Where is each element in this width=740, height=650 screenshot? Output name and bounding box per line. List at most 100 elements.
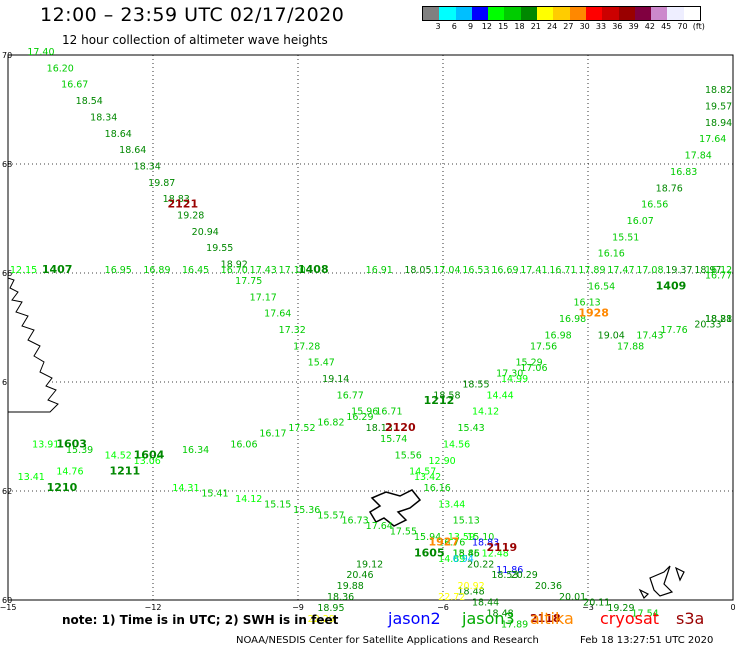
wave-height-value: 14.12: [472, 407, 499, 418]
wave-height-value: 17.55: [390, 527, 417, 538]
wave-height-value: 22.72: [438, 592, 465, 603]
wave-height-value: 17.43: [636, 330, 663, 341]
wave-height-value: 17.32: [279, 325, 306, 336]
wave-height-value: 16.69: [491, 265, 518, 276]
y-tick-label: 68: [2, 160, 12, 169]
wave-height-value: 15.43: [458, 423, 485, 434]
legend-label: 15: [498, 22, 509, 31]
x-tick-label: −15: [0, 603, 16, 612]
wave-height-value: 17.76: [661, 325, 688, 336]
wave-height-value: 13.44: [438, 499, 465, 510]
wave-height-value: 16.34: [182, 445, 209, 456]
wave-height-value: 16.83: [670, 167, 697, 178]
wave-height-value: 18.54: [76, 96, 103, 107]
wave-height-value: 17.64: [264, 309, 291, 320]
wave-height-value: 18.82: [705, 85, 732, 96]
pass-time-label: 2119: [487, 541, 518, 554]
wave-height-value: 16.07: [627, 216, 654, 227]
pass-time-label: 1605: [414, 546, 445, 559]
wave-height-value: 17.47: [607, 265, 634, 276]
wave-height-value: 6.94: [453, 554, 474, 565]
legend-swatch: [504, 7, 521, 20]
wave-height-value: 17.89: [501, 619, 528, 630]
wave-height-value: 11.86: [496, 565, 523, 576]
pass-time-label: 1407: [42, 263, 73, 276]
pass-time-label: 2121: [168, 198, 199, 211]
wave-height-value: 18.21: [705, 314, 732, 325]
wave-height-value: 18.48: [458, 587, 485, 598]
legend-label: 6: [451, 22, 457, 31]
wave-height-value: 16.67: [61, 80, 88, 91]
pass-time-label: 1603: [56, 437, 87, 450]
satellite-label-jason3: jason3: [462, 609, 515, 628]
wave-height-value: 19.88: [337, 581, 364, 592]
wave-height-value: 17.41: [520, 265, 547, 276]
wave-height-value: 20.36: [535, 581, 562, 592]
wave-height-value: 16.95: [105, 265, 132, 276]
legend-label: 27: [563, 22, 574, 31]
legend-label: 42: [644, 22, 655, 31]
legend-label: (ft): [692, 22, 705, 31]
wave-height-value: 16.06: [230, 439, 257, 450]
wave-height-value: 14.76: [56, 467, 83, 478]
wave-height-value: 14.56: [443, 439, 470, 450]
legend-swatch: [455, 7, 472, 20]
wave-height-value: 15.13: [453, 516, 480, 527]
wave-height-value: 19.28: [177, 211, 204, 222]
wave-height-value: 16.76: [438, 538, 465, 549]
wave-height-value: 13.91: [32, 439, 59, 450]
wave-height-value: 15.74: [380, 434, 407, 445]
coastlines: [7, 277, 685, 600]
wave-height-value: 19.87: [148, 178, 175, 189]
wave-height-value: 16.13: [574, 298, 601, 309]
wave-height-value: 18.64: [105, 129, 132, 140]
wave-height-value: 14.44: [487, 390, 514, 401]
legend-label: 36: [612, 22, 623, 31]
wave-height-value: 18.34: [134, 161, 161, 172]
y-tick-label: 64: [2, 378, 12, 387]
legend-swatch: [618, 7, 635, 20]
wave-height-value: 17.88: [617, 341, 644, 352]
wave-height-value: 18.88: [705, 314, 732, 325]
wave-height-value: 16.91: [366, 265, 393, 276]
wave-height-value: 13.06: [134, 456, 161, 467]
wave-height-value: 17.04: [433, 265, 460, 276]
y-tick-label: 62: [2, 487, 12, 496]
wave-height-value: 14.52: [105, 450, 132, 461]
legend-swatch: [537, 7, 554, 20]
x-tick-label: −3: [582, 603, 594, 612]
wave-height-value: 14.99: [501, 374, 528, 385]
wave-height-value: 20.22: [467, 559, 494, 570]
wave-height-value: 14.57: [409, 467, 436, 478]
legend-label: 3: [435, 22, 441, 31]
wave-height-value: 18.92: [221, 260, 248, 271]
wave-height-value: 15.51: [612, 232, 639, 243]
wave-height-value: 19.12: [356, 559, 383, 570]
wave-height-value: 16.70: [221, 265, 248, 276]
coastline-norway: [7, 277, 59, 413]
wave-height-value: 16.77: [337, 390, 364, 401]
pass-time-label: 1210: [47, 481, 78, 494]
wave-height-value: 16.56: [641, 200, 668, 211]
wave-height-value: 13.41: [18, 472, 45, 483]
wave-height-value: 15.29: [516, 358, 543, 369]
wave-height-value: 14.12: [235, 494, 262, 505]
wave-height-value: 16.12: [705, 265, 732, 276]
legend-swatch: [667, 7, 684, 20]
page-subtitle: 12 hour collection of altimeter wave hei…: [62, 33, 328, 47]
y-tick-label: 60: [2, 596, 12, 605]
wave-height-value: 16.29: [346, 412, 373, 423]
wave-height-value: 17.30: [496, 369, 523, 380]
wave-height-value: 17.40: [27, 47, 54, 58]
wave-height-value: 17.06: [520, 363, 547, 374]
credit-line: NOAA/NESDIS Center for Satellite Applica…: [236, 635, 539, 646]
wave-height-value: 16.82: [317, 418, 344, 429]
legend-swatch: [585, 7, 603, 20]
y-tick-label: 66: [2, 269, 12, 278]
x-tick-label: 0: [730, 603, 735, 612]
pass-time-label: 1211: [110, 465, 141, 478]
legend-swatch: [471, 7, 489, 20]
wave-height-value: 20.94: [192, 227, 219, 238]
legend-swatch: [651, 7, 668, 20]
